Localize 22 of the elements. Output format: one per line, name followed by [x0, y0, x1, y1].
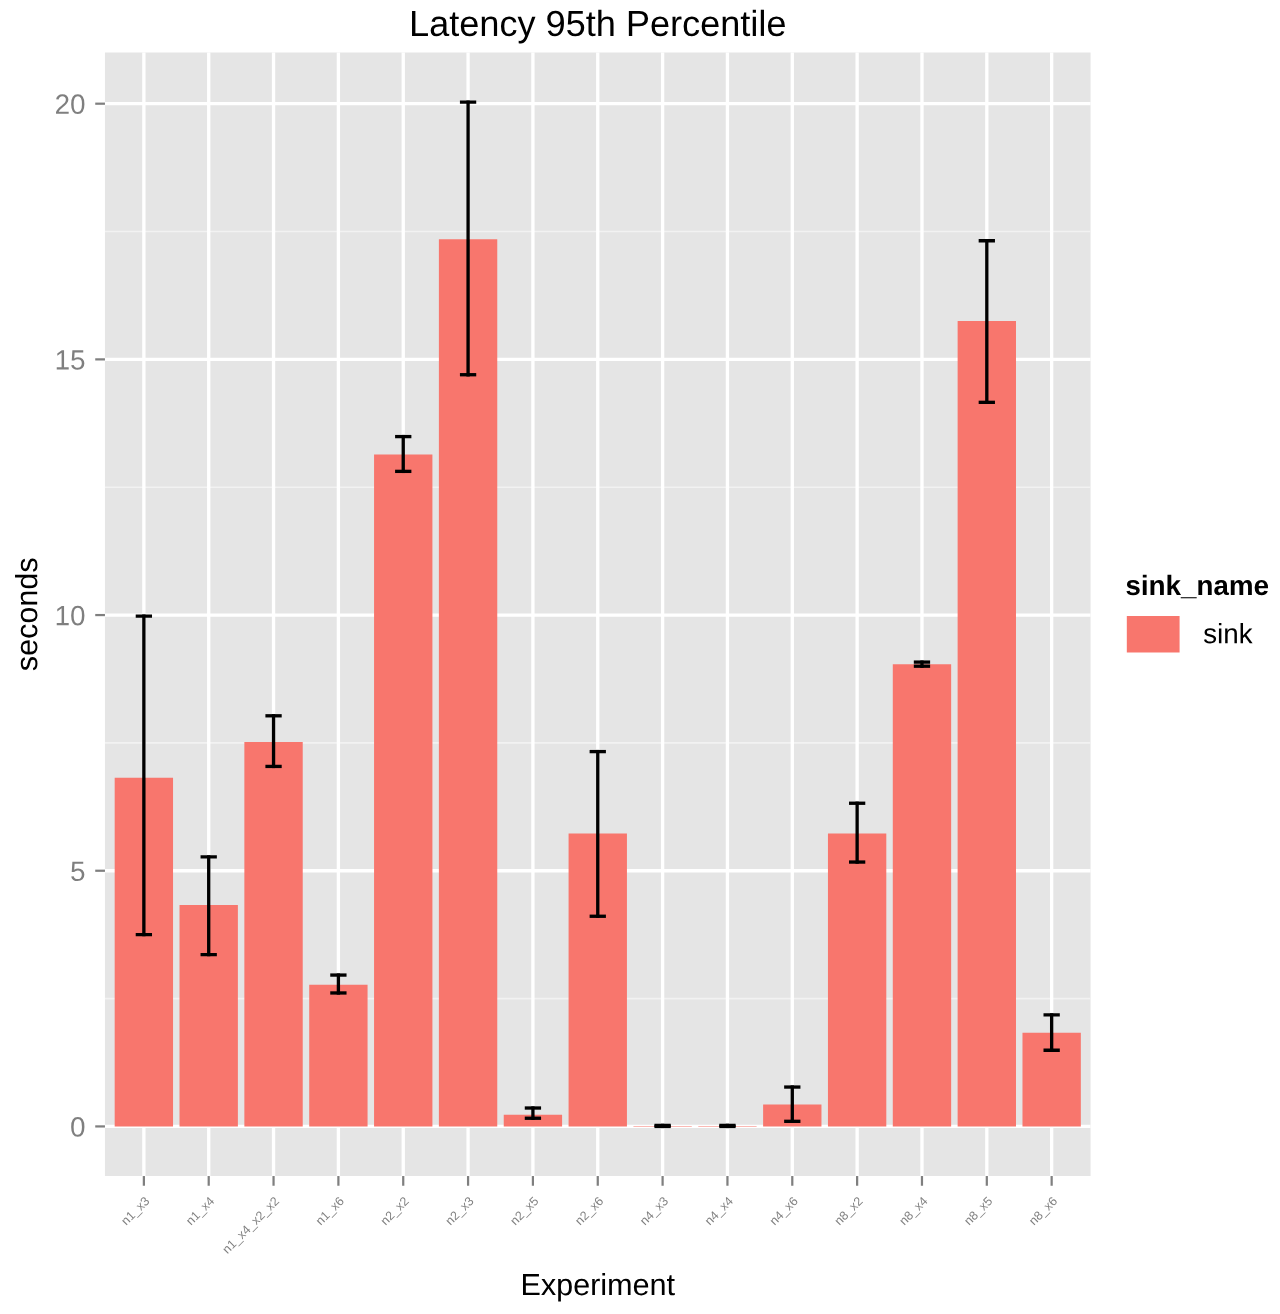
- y-tick-label: 20: [56, 94, 85, 115]
- bar: [763, 1104, 822, 1127]
- chart-title: Latency 95th Percentile: [412, 9, 785, 44]
- legend-title: sink_name: [1126, 574, 1269, 599]
- legend-label: sink: [1203, 623, 1253, 644]
- bar: [892, 664, 952, 1127]
- bar: [179, 905, 238, 1127]
- bar: [114, 777, 174, 1127]
- y-tick-label: 10: [56, 605, 85, 626]
- y-tick-label: 5: [71, 861, 85, 882]
- y-axis-title: seconds: [15, 558, 38, 671]
- bar: [374, 454, 433, 1127]
- bar: [957, 321, 1016, 1127]
- bar: [568, 833, 627, 1127]
- bar: [309, 984, 368, 1127]
- y-tick-label: 0: [71, 1117, 85, 1137]
- bar: [438, 239, 498, 1127]
- bar: [244, 741, 303, 1127]
- bar: [827, 833, 887, 1127]
- x-axis-title: Experiment: [523, 1272, 675, 1302]
- bar: [1022, 1032, 1081, 1127]
- y-tick-label: 15: [56, 350, 85, 370]
